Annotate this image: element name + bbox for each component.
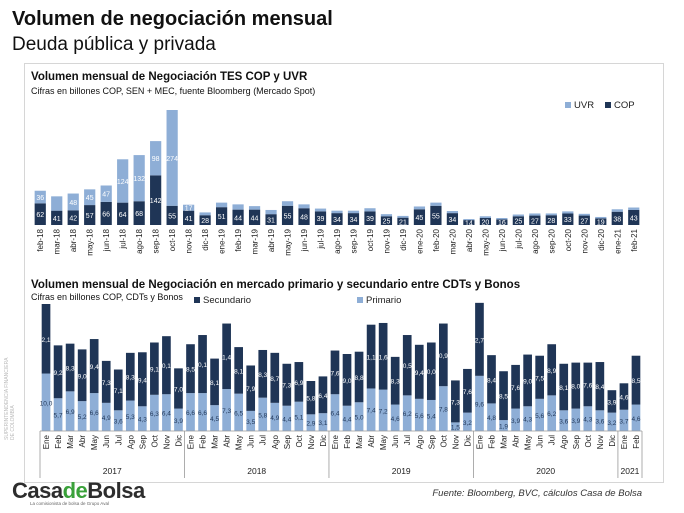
watermark: SUPERINTENDENCIA FINANCIERA DE COLOMBIA <box>4 357 16 440</box>
page-subtitle: Deuda pública y privada <box>12 34 216 55</box>
chart2-subtitle: Cifras en billones COP, CDTs y Bonos <box>31 292 183 302</box>
logo: CasadeBolsa <box>12 478 145 503</box>
chart2-title: Volumen mensual de Negociación en mercad… <box>31 279 521 291</box>
chart-panel <box>24 63 664 483</box>
source-note: Fuente: Bloomberg, BVC, cálculos Casa de… <box>432 488 642 499</box>
logo-tagline: La comisionista de bolsa de Grupo Aval <box>30 501 109 506</box>
page-title: Volumen de negociación mensual <box>12 8 333 30</box>
chart1-subtitle: Cifras en billones COP, SEN + MEC, fuent… <box>31 86 316 96</box>
chart1-title: Volumen mensual de Negociación TES COP y… <box>31 71 308 83</box>
